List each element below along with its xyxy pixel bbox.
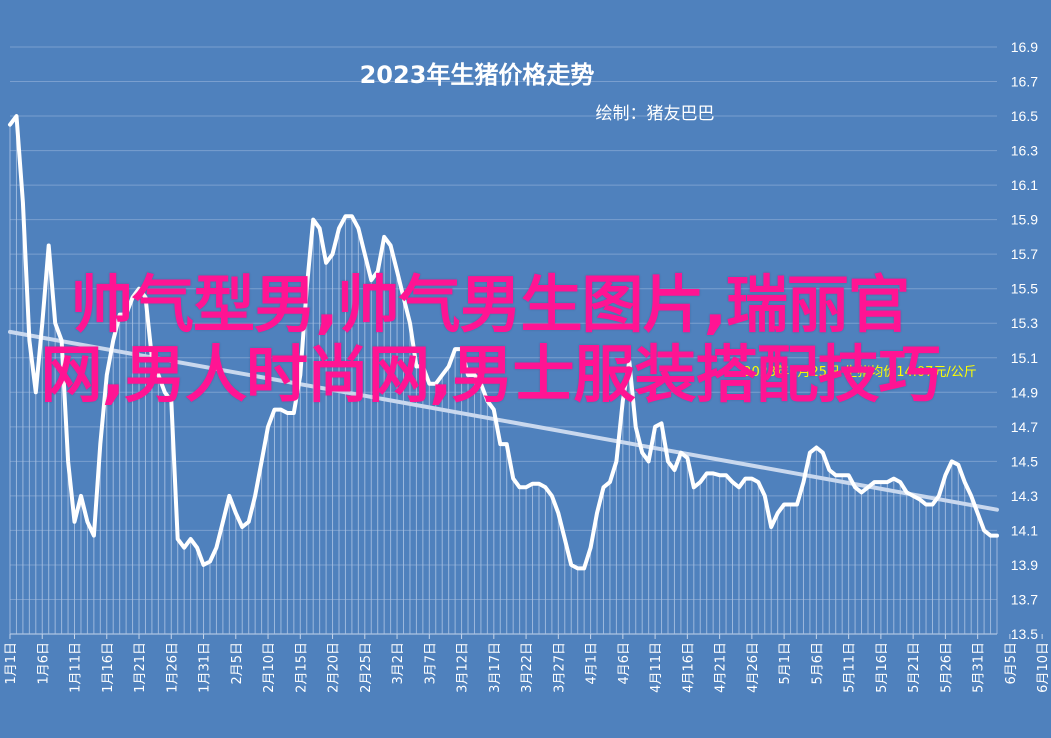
x-tick-label: 4月1日 [585, 642, 600, 685]
y-tick-label: 13.9 [1011, 557, 1038, 573]
x-tick-label: 4月11日 [649, 642, 664, 693]
y-tick-label: 16.3 [1011, 143, 1038, 159]
x-tick-label: 1月11日 [69, 642, 84, 693]
x-tick-label: 1月21日 [133, 642, 148, 693]
y-axis-ticks: 16.9 16.7 16.5 16.3 16.1 15.9 15.7 15.5 15.3 15.1… [1011, 39, 1038, 642]
y-tick-label: 16.9 [1011, 39, 1038, 55]
x-tick-label: 5月6日 [810, 642, 825, 685]
x-tick-label: 2月20日 [327, 642, 342, 693]
y-tick-label: 13.7 [1011, 591, 1038, 607]
y-tick-label: 14.5 [1011, 453, 1038, 469]
x-tick-label: 5月16日 [875, 642, 890, 693]
trend-line [8, 329, 999, 512]
x-tick-label: 3月12日 [456, 642, 471, 693]
y-tick-label: 14.1 [1011, 522, 1038, 538]
x-tick-label: 4月21日 [714, 642, 729, 693]
y-tick-label: 16.1 [1011, 177, 1038, 193]
x-tick-label: 2月10日 [262, 642, 277, 693]
chart-title: 2023年生猪价格走势 [360, 61, 595, 89]
x-tick-label: 4月26日 [746, 642, 761, 693]
x-tick-label: 3月2日 [391, 642, 406, 685]
y-tick-label: 15.9 [1011, 212, 1038, 228]
x-tick-label: 5月31日 [972, 642, 987, 693]
x-tick-label: 4月6日 [617, 642, 632, 685]
x-tick-label: 1月26日 [165, 642, 180, 693]
x-tick-label: 2月25日 [359, 642, 374, 693]
x-tick-label: 4月16日 [681, 642, 696, 693]
y-tick-label: 15.3 [1011, 315, 1038, 331]
x-tick-label: 2月5日 [230, 642, 245, 685]
x-tick-label: 3月17日 [488, 642, 503, 693]
y-tick-label: 14.3 [1011, 488, 1038, 504]
y-tick-label: 15.5 [1011, 281, 1038, 297]
price-annotation: 2023年6月25日 生猪均价14.07元/公斤 [743, 365, 977, 380]
x-axis-ticks: 1月1日 1月6日 1月11日 1月16日 1月21日 1月26日 1月31日 2月5日 2月1… [4, 634, 1051, 693]
x-tick-label: 1月16日 [101, 642, 116, 693]
x-tick-label: 2月15日 [294, 642, 309, 693]
y-tick-label: 15.7 [1011, 246, 1038, 262]
y-tick-label: 16.7 [1011, 74, 1038, 90]
y-tick-label: 14.7 [1011, 419, 1038, 435]
price-series-line [8, 114, 999, 571]
x-tick-label: 1月6日 [36, 642, 51, 685]
x-tick-label: 6月5日 [1004, 642, 1019, 685]
x-tick-label: 3月7日 [423, 642, 438, 685]
y-tick-label: 14.9 [1011, 384, 1038, 400]
overlay-headline: 帅气型男,帅气男生图片,瑞丽官网,男人时尚网,男士服装搭配技巧 [40, 268, 940, 411]
x-tick-label: 6月10日 [1036, 642, 1051, 693]
x-tick-label: 5月11日 [843, 642, 858, 693]
y-tick-label: 15.1 [1011, 350, 1038, 366]
y-tick-label: 13.5 [1011, 626, 1038, 642]
data-bars [9, 116, 998, 634]
x-tick-label: 5月1日 [778, 642, 793, 685]
x-tick-label: 5月21日 [907, 642, 922, 693]
x-tick-label: 1月1日 [4, 642, 19, 685]
x-tick-label: 5月26日 [939, 642, 954, 693]
x-tick-label: 3月27日 [552, 642, 567, 693]
price-line [8, 114, 999, 571]
chart-subtitle: 绘制：猪友巴巴 [596, 104, 715, 124]
trend-line-path [8, 329, 999, 512]
x-tick-label: 3月22日 [520, 642, 535, 693]
y-tick-label: 16.5 [1011, 108, 1038, 124]
x-tick-label: 1月31日 [198, 642, 213, 693]
